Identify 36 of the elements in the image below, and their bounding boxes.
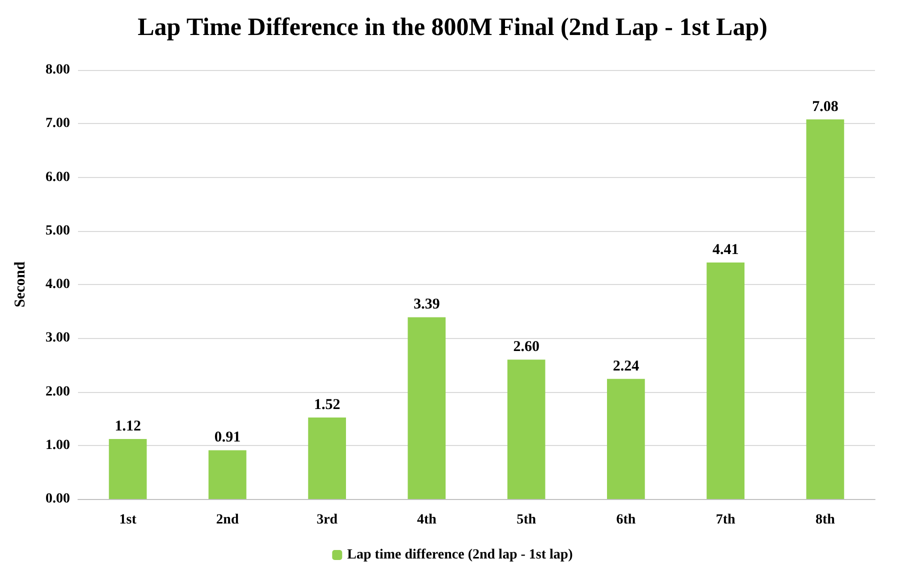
y-axis-title: Second xyxy=(12,260,28,308)
y-tick-label: 5.00 xyxy=(46,223,70,238)
data-label: 4.41 xyxy=(712,242,739,258)
x-tick-label: 4th xyxy=(416,512,437,528)
data-label: 1.52 xyxy=(314,396,340,413)
y-tick-label: 7.00 xyxy=(46,116,70,132)
x-tick-label: 7th xyxy=(716,512,736,528)
bar xyxy=(108,438,147,499)
y-tick-label: 6.00 xyxy=(46,170,70,185)
y-tick-label: 2.00 xyxy=(46,384,70,400)
x-tick-label: 5th xyxy=(516,512,536,528)
data-label: 3.39 xyxy=(414,296,440,313)
bar xyxy=(706,262,744,499)
bar xyxy=(806,119,844,499)
y-tick-label: 8.00 xyxy=(46,62,70,78)
data-label: 0.91 xyxy=(214,430,241,446)
x-tick-label: 2nd xyxy=(216,512,239,528)
y-tick-label: 3.00 xyxy=(46,330,70,346)
data-label: 2.60 xyxy=(513,339,540,356)
x-tick-label: 3rd xyxy=(316,512,338,528)
x-tick-label: 8th xyxy=(815,512,836,528)
legend-label: Lap time difference (2nd lap - 1st lap) xyxy=(347,548,574,562)
chart-title: Lap Time Difference in the 800M Final (2nd Lap - 1st Lap) xyxy=(138,14,768,41)
bar xyxy=(208,450,246,499)
x-tick-label: 1st xyxy=(119,512,137,528)
y-tick-label: 4.00 xyxy=(46,277,70,292)
bar xyxy=(308,417,346,499)
data-label: 1.12 xyxy=(114,418,141,434)
y-tick-label: 1.00 xyxy=(46,438,70,453)
bar xyxy=(507,360,546,499)
bar xyxy=(607,378,645,499)
bar xyxy=(408,317,446,499)
x-tick-label: 6th xyxy=(616,512,636,528)
data-label: 7.08 xyxy=(812,98,838,115)
data-label: 2.24 xyxy=(612,358,640,374)
y-tick-label: 0.00 xyxy=(46,492,70,506)
